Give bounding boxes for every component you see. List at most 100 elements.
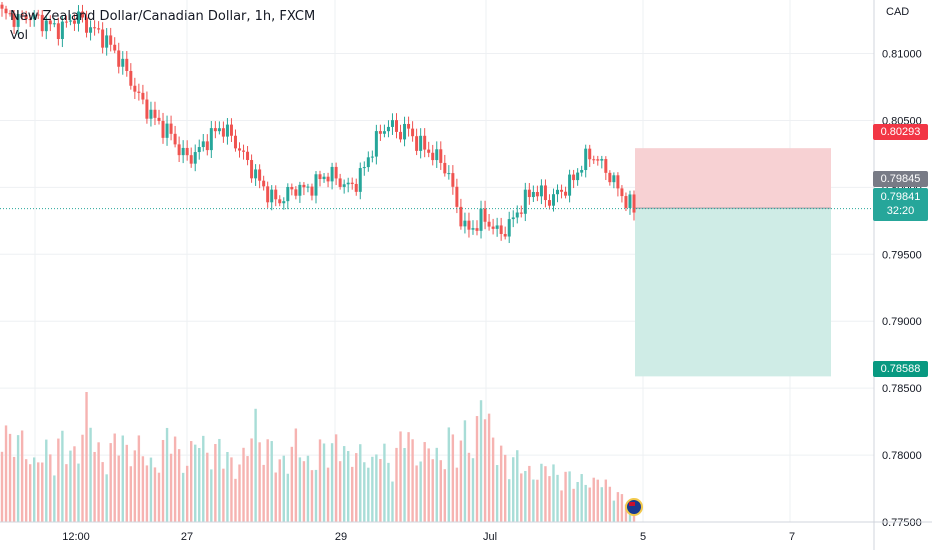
- candle-body: [447, 173, 451, 175]
- volume-bar: [580, 474, 583, 522]
- candle-body: [262, 180, 266, 187]
- volume-bar: [471, 458, 475, 522]
- volume-bar: [230, 457, 233, 522]
- candle-body: [624, 196, 628, 208]
- volume-bar: [355, 453, 358, 522]
- volume-bar: [12, 456, 16, 522]
- candle-body: [390, 120, 394, 127]
- volume-bar: [532, 479, 535, 522]
- volume-bar: [73, 446, 76, 522]
- candle-body: [93, 27, 97, 29]
- volume-bar: [177, 449, 181, 522]
- volume-bar: [109, 443, 112, 522]
- candlesticks: [0, 2, 636, 244]
- volume-bar: [218, 438, 221, 522]
- price-axis[interactable]: 0.810000.805000.800000.795000.790000.785…: [873, 0, 922, 550]
- candle-body: [564, 191, 568, 196]
- volume-bar: [491, 437, 495, 522]
- candle-body: [121, 58, 125, 67]
- volume-bar: [483, 419, 487, 522]
- candle-body: [149, 109, 153, 119]
- candle-body: [419, 135, 423, 151]
- candle-body: [596, 159, 600, 161]
- volume-bar: [544, 466, 547, 522]
- volume-bar: [310, 470, 314, 522]
- candle-body: [415, 136, 419, 151]
- candle-body: [101, 29, 105, 48]
- candle-body: [12, 13, 16, 27]
- volume-bar: [556, 474, 559, 522]
- volume-bar: [49, 454, 52, 522]
- candle-body: [560, 189, 564, 192]
- candle-body: [181, 147, 185, 156]
- volume-bar: [189, 441, 193, 522]
- candle-body: [52, 23, 56, 25]
- candle-body: [628, 194, 632, 208]
- volume-bar: [318, 439, 322, 522]
- candle-body: [471, 228, 475, 230]
- volume-bar: [89, 427, 92, 522]
- last-price-value: 0.79841: [880, 191, 921, 203]
- candle-body: [221, 128, 225, 137]
- candle-body: [338, 178, 342, 187]
- volume-bar: [153, 467, 157, 522]
- volume-bar: [53, 475, 56, 522]
- candle-body: [85, 17, 89, 33]
- volume-indicator-label[interactable]: Vol: [10, 28, 28, 42]
- volume-bar: [266, 439, 269, 522]
- price-tick-label: 0.77500: [882, 517, 922, 529]
- candle-body: [20, 14, 24, 16]
- volume-bar: [423, 442, 426, 522]
- candle-body: [592, 159, 596, 161]
- volume-bar: [250, 438, 253, 522]
- volume-bar: [459, 440, 463, 522]
- volume-bar: [185, 465, 189, 522]
- stop-loss-zone[interactable]: [635, 148, 831, 209]
- candle-body: [588, 148, 592, 160]
- volume-bar: [576, 481, 579, 522]
- candle-body: [177, 144, 181, 156]
- volume-bar: [81, 434, 84, 522]
- volume-bar: [41, 462, 44, 522]
- candle-body: [270, 189, 274, 203]
- volume-bar: [322, 443, 326, 522]
- candle-body: [44, 20, 48, 32]
- volume-bar: [528, 465, 531, 522]
- take-profit-zone[interactable]: [635, 208, 831, 377]
- volume-bar: [262, 464, 265, 522]
- candle-body: [145, 99, 149, 119]
- candle-body: [507, 219, 511, 237]
- candle-body: [411, 128, 415, 137]
- candle-body: [173, 133, 177, 145]
- candle-body: [576, 172, 580, 181]
- volume-bar: [395, 447, 398, 522]
- volume-bar: [612, 500, 616, 522]
- time-axis[interactable]: 12:00 27 29 Jul 5 7: [0, 521, 932, 543]
- volume-bar: [516, 450, 519, 522]
- candle-body: [258, 169, 262, 181]
- candle-body: [217, 128, 221, 132]
- candle-body: [286, 186, 290, 202]
- candle-body: [290, 186, 294, 190]
- time-tick-label: 12:00: [62, 531, 90, 543]
- candle-body: [527, 189, 531, 198]
- candle-body: [495, 225, 499, 229]
- volume-bar: [85, 392, 88, 522]
- nz-flag-icon[interactable]: [625, 498, 643, 516]
- volume-bar: [274, 472, 277, 522]
- candle-body: [463, 220, 467, 227]
- volume-bar: [61, 430, 64, 522]
- candle-body: [40, 14, 44, 32]
- position-zones[interactable]: [635, 148, 831, 377]
- candle-body: [113, 44, 117, 51]
- volume-bar: [375, 454, 378, 522]
- volume-bar: [222, 468, 225, 522]
- candle-body: [60, 21, 64, 40]
- volume-bar: [20, 430, 24, 522]
- price-tick-label: 0.78000: [882, 450, 922, 462]
- currency-label: CAD: [886, 6, 910, 18]
- volume-bar: [37, 462, 40, 522]
- volume-bar: [451, 434, 455, 522]
- volume-bar: [0, 451, 4, 522]
